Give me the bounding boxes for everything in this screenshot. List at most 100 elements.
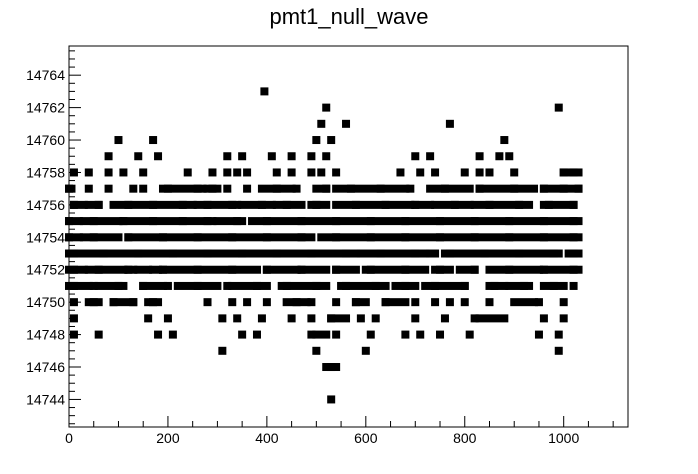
data-point — [307, 314, 316, 323]
data-point — [431, 298, 440, 307]
data-point — [149, 136, 158, 145]
data-point-run — [124, 233, 316, 242]
data-point — [114, 136, 123, 145]
data-point — [223, 281, 232, 290]
data-point — [243, 184, 252, 193]
data-point-run — [312, 184, 331, 193]
data-point — [84, 168, 93, 177]
data-point — [287, 168, 296, 177]
data-point-run — [559, 168, 583, 177]
data-point — [332, 330, 341, 339]
data-point — [119, 168, 128, 177]
data-point — [238, 330, 247, 339]
data-point-run — [337, 281, 390, 290]
data-point-run — [203, 184, 222, 193]
data-point — [208, 168, 217, 177]
data-point — [223, 152, 232, 161]
data-point — [332, 298, 341, 307]
data-point-run — [307, 200, 331, 209]
data-point — [475, 152, 484, 161]
y-tick-label: 14754 — [26, 229, 65, 245]
data-point-run — [426, 184, 474, 193]
data-point — [342, 119, 351, 128]
data-point — [312, 136, 321, 145]
y-tick-label: 14756 — [26, 197, 65, 213]
data-point — [267, 152, 276, 161]
data-point — [406, 184, 415, 193]
y-tick-label: 14758 — [26, 164, 65, 180]
data-point — [243, 298, 252, 307]
data-point — [307, 168, 316, 177]
data-point-run — [134, 265, 153, 274]
data-point — [485, 298, 494, 307]
data-point-run — [505, 281, 534, 290]
data-point — [144, 314, 153, 323]
data-point-run — [485, 265, 543, 274]
data-point-run — [431, 200, 474, 209]
x-tick-label: 200 — [156, 430, 180, 446]
data-point — [569, 281, 578, 290]
data-point — [139, 168, 148, 177]
data-point — [500, 136, 509, 145]
data-point-run — [381, 298, 410, 307]
data-point — [327, 395, 336, 404]
data-point — [534, 330, 543, 339]
data-point-run — [213, 217, 247, 226]
data-point — [465, 330, 474, 339]
data-point-run — [139, 281, 167, 290]
data-point — [445, 119, 454, 128]
data-point — [312, 346, 321, 355]
data-point-run — [65, 281, 93, 290]
data-point — [470, 314, 479, 323]
data-point — [104, 168, 113, 177]
data-point — [233, 314, 242, 323]
data-point — [460, 168, 469, 177]
data-point-run — [257, 184, 296, 193]
data-point-run — [564, 249, 583, 258]
data-point-run — [356, 249, 430, 258]
data-point-run — [317, 233, 583, 242]
data-point — [84, 184, 93, 193]
data-point — [272, 168, 281, 177]
x-tick-label: 400 — [255, 430, 279, 446]
data-point — [436, 330, 445, 339]
data-point-run — [173, 281, 222, 290]
data-point — [163, 281, 172, 290]
data-point-run — [475, 184, 539, 193]
data-point — [411, 298, 420, 307]
data-point — [104, 152, 113, 161]
data-point — [440, 314, 449, 323]
x-tick-label: 0 — [65, 430, 73, 446]
data-point-run — [158, 184, 207, 193]
data-point-run — [510, 298, 539, 307]
y-tick-label: 14746 — [26, 359, 65, 375]
data-point — [238, 152, 247, 161]
data-point — [203, 298, 212, 307]
data-point — [154, 330, 163, 339]
data-point-run — [297, 265, 331, 274]
data-point-run — [391, 281, 420, 290]
data-point-run — [248, 217, 583, 226]
data-point — [554, 103, 563, 112]
data-point-run — [84, 265, 128, 274]
data-point — [104, 184, 113, 193]
y-tick-label: 14760 — [26, 132, 65, 148]
data-point — [356, 314, 365, 323]
data-point — [317, 168, 326, 177]
data-point — [228, 298, 237, 307]
data-point-run — [193, 200, 242, 209]
data-point-run — [79, 217, 123, 226]
data-point — [223, 168, 232, 177]
data-point — [426, 152, 435, 161]
data-point — [539, 314, 548, 323]
data-point-run — [94, 281, 128, 290]
data-point — [89, 281, 98, 290]
y-tick-label: 14752 — [26, 262, 65, 278]
data-point — [411, 152, 420, 161]
data-point-run — [312, 330, 331, 339]
chart-title: pmt1_null_wave — [269, 4, 429, 29]
x-tick-label: 1000 — [548, 430, 579, 446]
data-point — [366, 330, 375, 339]
data-point — [559, 298, 568, 307]
